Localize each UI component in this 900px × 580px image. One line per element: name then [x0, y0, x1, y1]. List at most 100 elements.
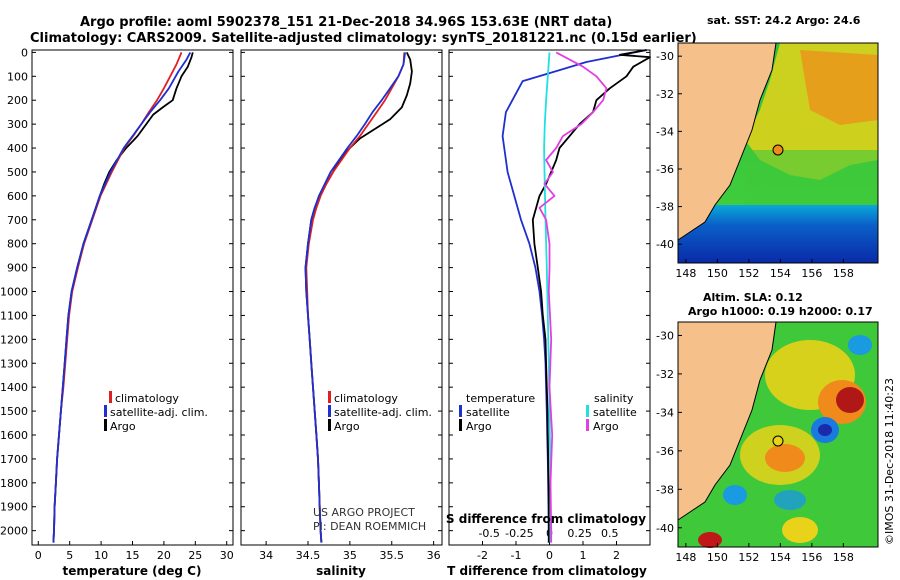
sla-high-southwest — [698, 532, 722, 548]
sla-low-center — [818, 424, 832, 436]
legend-argo: Argo — [110, 420, 136, 433]
map-y-tick-label: -30 — [656, 50, 674, 63]
depth-tick-label: 1900 — [0, 501, 28, 514]
sla-map — [677, 321, 879, 548]
x-tick-label: 36 — [427, 549, 441, 562]
map-y-tick-label: -34 — [656, 406, 674, 419]
x-tick-label: 10 — [94, 549, 108, 562]
map-x-tick-label: 148 — [675, 551, 696, 564]
legend-temperature-title: temperature — [466, 392, 535, 405]
legend-swatch-satellite — [328, 405, 331, 417]
legend-salinity-title: salinity — [594, 392, 634, 405]
legend-t-argo: Argo — [466, 420, 492, 433]
x-tick-label: 1 — [580, 549, 587, 562]
difference-xlabel-salinity: S difference from climatology — [446, 512, 646, 526]
x-tick-label: 30 — [220, 549, 234, 562]
x-tick-label: 2 — [613, 549, 620, 562]
legend-satellite: satellite-adj. clim. — [334, 406, 432, 419]
map-x-tick-label: 148 — [675, 267, 696, 280]
series-line-argo — [52, 52, 194, 543]
legend-swatch-climatology — [109, 391, 112, 403]
difference-legend-salinity: salinity satellite Argo — [586, 392, 637, 433]
legend-swatch-argo — [328, 419, 331, 431]
sla-map-ticks: 148 150 152 154 156 158 -30 -32 -34 -36 -38 -40 — [656, 329, 854, 564]
x-tick-label-salinity: -0.25 — [505, 527, 533, 540]
map-y-tick-label: -40 — [656, 522, 674, 535]
sla-low-south — [723, 485, 747, 505]
depth-tick-label: 1800 — [0, 477, 28, 490]
legend-s-argo: Argo — [593, 420, 619, 433]
difference-plot: -2 -1 0 1 2-0.5 -0.25 0 0.25 0.5 — [477, 49, 651, 562]
map-y-tick-label: -40 — [656, 238, 674, 251]
sst-map-frame — [677, 42, 879, 264]
map-x-tick-label: 158 — [833, 267, 854, 280]
sst-warm-eddy — [800, 50, 878, 125]
sst-map-ticks: 148 150 152 154 156 158 -30 -32 -34 -36 -38 -40 — [656, 50, 854, 280]
map-x-tick-label: 150 — [707, 267, 728, 280]
map-x-tick-label: 158 — [833, 551, 854, 564]
depth-tick-label: 700 — [7, 214, 28, 227]
sla-high-center — [836, 387, 864, 413]
map-y-tick-label: -34 — [656, 125, 674, 138]
salinity-legend: climatology satellite-adj. clim. Argo — [328, 391, 432, 433]
x-tick-label: 15 — [126, 549, 140, 562]
depth-tick-label: 600 — [7, 190, 28, 203]
depth-tick-label: 1200 — [0, 333, 28, 346]
sst-map — [677, 42, 879, 264]
sla-low-southeast — [774, 490, 806, 510]
difference-xlabel: T difference from climatology — [447, 564, 647, 578]
depth-tick-label: 400 — [7, 142, 28, 155]
salinity-plot: 34 34.5 35 35.5 36 — [259, 52, 441, 562]
depth-tick-label: 0 — [21, 46, 28, 59]
temperature-legend: climatology satellite-adj. clim. Argo — [104, 391, 208, 433]
series-line-satellite-adj-clim- — [52, 51, 192, 543]
sla-high-south-core — [765, 444, 805, 472]
depth-tick-label: 900 — [7, 262, 28, 275]
map-x-tick-label: 150 — [707, 551, 728, 564]
series-line-s-argo — [538, 51, 608, 543]
sla-argo-marker — [772, 435, 784, 447]
map-y-tick-label: -36 — [656, 445, 674, 458]
series-line-t-argo — [531, 49, 651, 543]
map-x-tick-label: 154 — [770, 267, 791, 280]
salinity-frame — [240, 49, 443, 546]
series-line-climatology — [52, 52, 183, 543]
depth-tick-label: 800 — [7, 238, 28, 251]
legend-climatology: climatology — [115, 392, 179, 405]
sla-map-frame — [677, 321, 879, 548]
x-tick-label: 25 — [188, 549, 202, 562]
sst-map-title: sat. SST: 24.2 Argo: 24.6 — [707, 14, 861, 27]
title-line-1: Argo profile: aoml 5902378_151 21-Dec-20… — [80, 15, 612, 30]
x-tick-label: 35.5 — [380, 549, 405, 562]
depth-tick-label: 300 — [7, 118, 28, 131]
project-label: US ARGO PROJECT — [313, 506, 415, 519]
map-y-tick-label: -30 — [656, 329, 674, 342]
series-line-t-satellite — [501, 49, 647, 543]
map-x-tick-label: 156 — [801, 551, 822, 564]
sla-land — [677, 321, 777, 521]
legend-t-satellite: satellite — [466, 406, 510, 419]
x-tick-label: -2 — [477, 549, 488, 562]
legend-satellite: satellite-adj. clim. — [110, 406, 208, 419]
depth-tick-label: 500 — [7, 166, 28, 179]
sla-low-northeast — [848, 335, 872, 355]
title-line-2: Climatology: CARS2009. Satellite-adjuste… — [30, 31, 697, 46]
depth-tick-label: 2000 — [0, 525, 28, 538]
legend-s-satellite: satellite — [593, 406, 637, 419]
map-x-tick-label: 152 — [738, 551, 759, 564]
sla-map-title-1: Altim. SLA: 0.12 — [703, 291, 803, 304]
difference-legend-temperature: temperature satellite Argo — [459, 392, 535, 433]
depth-axis: 0 100 200 300 400 500 600 700 800 900 1000 1100 1200… — [0, 46, 650, 538]
series-line-climatology — [305, 52, 406, 543]
series-line-argo — [304, 52, 413, 543]
map-y-tick-label: -32 — [656, 88, 674, 101]
x-tick-label-salinity: 0.5 — [601, 527, 619, 540]
legend-swatch-satellite — [104, 405, 107, 417]
map-y-tick-label: -38 — [656, 483, 674, 496]
series-line-satellite-adj-clim- — [304, 52, 406, 543]
legend-swatch-argo — [104, 419, 107, 431]
x-tick-label: 0 — [35, 549, 42, 562]
sla-high-southeast — [782, 517, 818, 543]
map-y-tick-label: -32 — [656, 368, 674, 381]
